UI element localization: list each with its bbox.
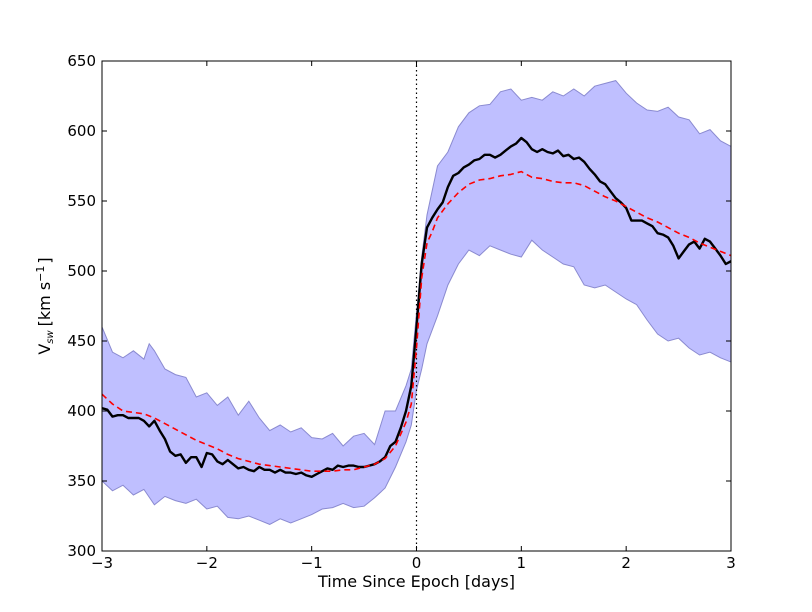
series-line-mean	[102, 136, 731, 478]
plot-clip-group	[102, 61, 731, 551]
y-axis-label: Vsw [km s−1]	[34, 257, 56, 354]
y-tick-label: 600	[67, 122, 96, 140]
y-tick-label: 450	[67, 332, 96, 350]
y-axis-label-exp: −1	[34, 266, 47, 282]
y-axis-label-units: [km s	[35, 282, 54, 327]
y-tick-label: 500	[67, 262, 96, 280]
x-tick-label: −1	[301, 554, 323, 572]
y-tick-label: 550	[67, 192, 96, 210]
uncertainty-band	[102, 80, 731, 525]
y-tick-label: 350	[67, 472, 96, 490]
axes: −3 −2 −1 0 1 2 3 300 350 400 450 500 550 600 650	[67, 52, 735, 572]
x-tick-label: 3	[726, 554, 736, 572]
y-axis-label-sub: sw	[45, 330, 56, 344]
x-tick-label: 0	[412, 554, 422, 572]
x-axis-label: Time Since Epoch [days]	[317, 572, 515, 591]
series-line-model	[102, 170, 731, 473]
x-tick-label: 2	[621, 554, 631, 572]
y-tick-label: 400	[67, 402, 96, 420]
x-tick-label: −3	[91, 554, 113, 572]
x-tick-label: 1	[517, 554, 527, 572]
plot-area	[102, 61, 731, 551]
y-axis-label-main: V	[35, 344, 54, 355]
y-tick-label: 300	[67, 542, 96, 560]
y-tick-label: 650	[67, 52, 96, 70]
x-tick-label: −2	[196, 554, 218, 572]
y-axis-label-close: ]	[35, 257, 54, 263]
